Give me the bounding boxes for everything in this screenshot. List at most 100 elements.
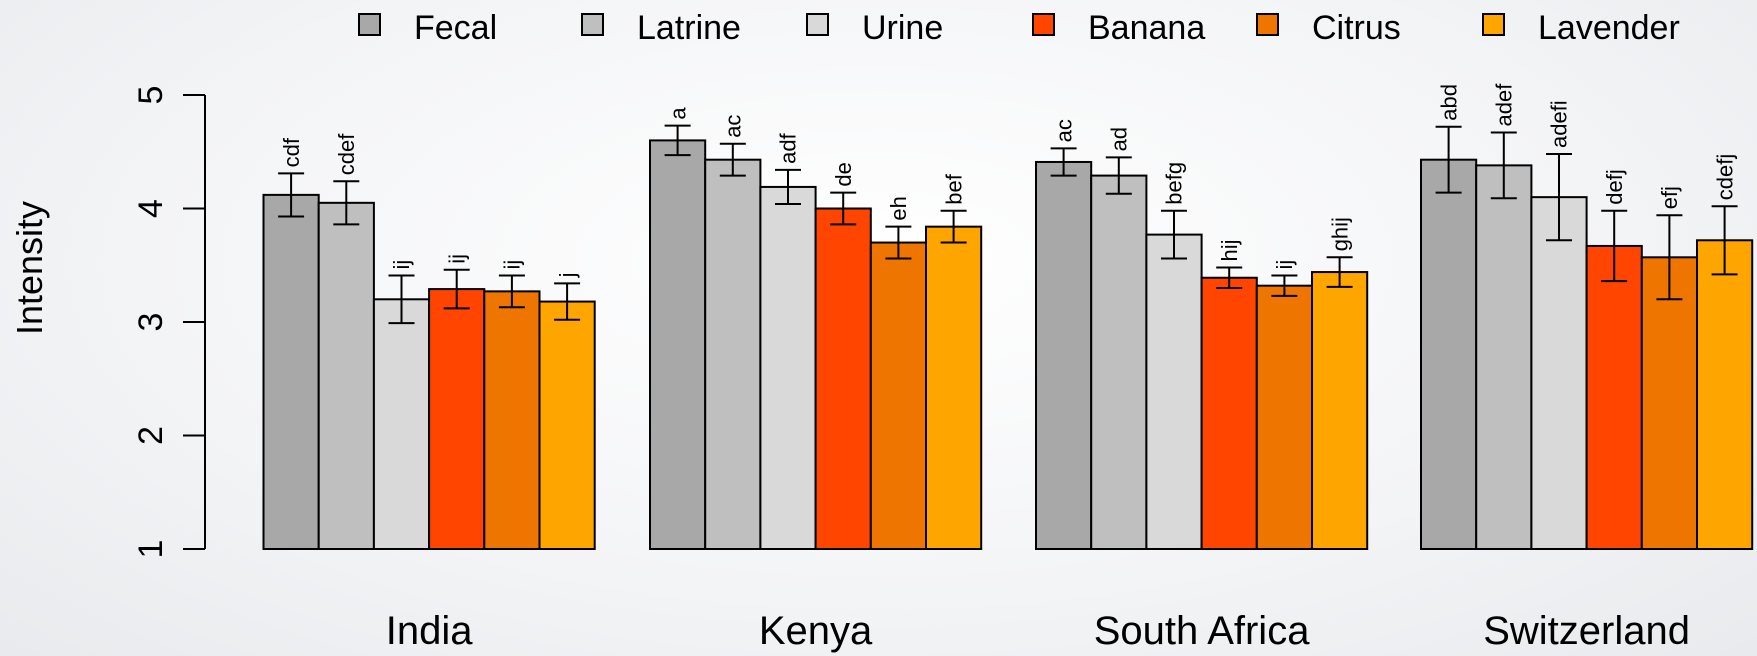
error-bars <box>278 124 1738 325</box>
sig-label-kenya-latrine: ac <box>721 115 746 138</box>
sig-label-india-latrine: cdef <box>334 133 359 175</box>
legend-label-lavender: Lavender <box>1538 9 1680 47</box>
error-bar-india-lavender <box>554 282 581 321</box>
sig-label-switzerland-urine: adefi <box>1547 100 1572 148</box>
bar-india-banana <box>428 288 486 550</box>
error-bar-india-fecal <box>278 172 305 218</box>
error-bar-switzerland-citrus <box>1656 214 1683 301</box>
significance-labels: cdf cdef ij ij ij j a ac adf de eh bef ac ad befg hij ij… <box>279 83 1737 279</box>
bar-south-africa-citrus <box>1255 284 1314 550</box>
bar-india-latrine <box>317 201 375 550</box>
legend-label-banana: Banana <box>1088 9 1205 47</box>
error-bar-south-africa-lavender <box>1326 256 1353 288</box>
error-bar-south-africa-latrine <box>1105 156 1132 195</box>
legend-label-latrine: Latrine <box>637 9 741 47</box>
bar-india-citrus <box>483 290 541 550</box>
y-tick-label-5: 5 <box>132 86 170 105</box>
sig-label-kenya-urine: adf <box>776 132 801 163</box>
sig-label-switzerland-lavender: cdefj <box>1712 154 1737 200</box>
legend-item-citrus: Citrus <box>1256 9 1401 47</box>
sig-label-switzerland-fecal: abd <box>1436 84 1461 121</box>
legend-label-fecal: Fecal <box>414 9 497 47</box>
legend-swatch-fecal <box>358 13 381 36</box>
sig-label-india-lavender: j <box>555 273 580 279</box>
error-bar-kenya-fecal <box>664 124 691 157</box>
bars <box>262 139 1754 551</box>
error-bar-kenya-urine <box>775 168 801 205</box>
sig-label-india-banana: ij <box>444 254 469 264</box>
bar-south-africa-banana <box>1200 276 1258 550</box>
y-tick-label-3: 3 <box>132 313 170 332</box>
error-bar-kenya-banana <box>830 191 857 226</box>
error-bar-south-africa-urine <box>1161 209 1187 260</box>
error-bar-india-latrine <box>333 180 360 226</box>
bar-switzerland-lavender <box>1696 239 1754 550</box>
error-bar-kenya-citrus <box>885 225 912 260</box>
sig-label-south-africa-lavender: ghij <box>1327 217 1352 251</box>
error-bar-india-urine <box>388 274 415 325</box>
y-tick-label-2: 2 <box>132 426 170 445</box>
group-label-switzerland: Switzerland <box>1483 609 1690 653</box>
legend-item-latrine: Latrine <box>581 9 741 47</box>
sig-label-switzerland-banana: defj <box>1602 169 1627 204</box>
error-bar-india-banana <box>443 268 470 310</box>
y-tick-label-1: 1 <box>132 540 170 559</box>
group-label-india: India <box>386 609 473 653</box>
error-bar-switzerland-banana <box>1601 209 1628 283</box>
y-tick-label-4: 4 <box>132 199 170 218</box>
error-bar-south-africa-citrus <box>1271 274 1298 297</box>
bar-south-africa-lavender <box>1311 271 1369 550</box>
sig-label-switzerland-citrus: efj <box>1657 186 1682 209</box>
bar-switzerland-latrine <box>1475 164 1533 550</box>
bar-switzerland-urine <box>1530 196 1588 550</box>
bar-india-fecal <box>262 193 320 550</box>
error-bar-switzerland-urine <box>1546 153 1572 242</box>
bar-south-africa-latrine <box>1090 174 1148 551</box>
error-bar-switzerland-lavender <box>1711 205 1738 276</box>
bar-kenya-lavender <box>925 225 983 550</box>
error-bar-switzerland-fecal <box>1435 125 1462 194</box>
legend-swatch-lavender <box>1482 13 1505 36</box>
group-label-south-africa: South Africa <box>1094 609 1310 653</box>
y-axis: 1 2 3 4 5 <box>132 86 206 559</box>
sig-label-south-africa-citrus: ij <box>1272 260 1297 270</box>
bar-india-urine <box>372 298 431 550</box>
group-labels: India Kenya South Africa Switzerland <box>386 609 1690 653</box>
bar-switzerland-banana <box>1585 244 1643 551</box>
error-bar-india-citrus <box>498 274 525 309</box>
legend-item-fecal: Fecal <box>358 9 497 47</box>
error-bar-switzerland-latrine <box>1490 131 1517 200</box>
legend-swatch-urine <box>806 13 829 36</box>
sig-label-india-urine: ij <box>389 260 414 270</box>
y-axis-title: Intensity <box>9 201 50 335</box>
legend-item-banana: Banana <box>1032 9 1205 47</box>
sig-label-south-africa-banana: hij <box>1217 240 1242 262</box>
legend-swatch-citrus <box>1256 13 1279 36</box>
error-bar-south-africa-fecal <box>1050 147 1077 177</box>
sig-label-kenya-fecal: a <box>665 107 690 120</box>
bar-kenya-citrus <box>869 241 927 551</box>
bar-south-africa-fecal <box>1035 160 1093 550</box>
sig-label-kenya-citrus: eh <box>886 196 911 220</box>
legend-item-lavender: Lavender <box>1482 9 1680 47</box>
sig-label-south-africa-latrine: ad <box>1107 127 1132 151</box>
bar-switzerland-citrus <box>1640 256 1699 550</box>
bar-kenya-latrine <box>704 158 762 550</box>
sig-label-india-fecal: cdf <box>279 137 304 167</box>
bar-south-africa-urine <box>1145 233 1203 550</box>
legend-swatch-latrine <box>581 13 604 36</box>
bar-kenya-fecal <box>649 139 707 550</box>
error-bar-kenya-latrine <box>719 142 746 177</box>
sig-label-india-citrus: ij <box>500 260 525 270</box>
legend-label-citrus: Citrus <box>1312 9 1401 47</box>
legend: Fecal Latrine Urine Banana Citrus Lavender <box>358 9 1680 47</box>
bar-kenya-urine <box>759 185 817 550</box>
legend-item-urine: Urine <box>806 9 943 47</box>
sig-label-south-africa-fecal: ac <box>1051 119 1076 142</box>
group-label-kenya: Kenya <box>759 609 873 653</box>
legend-swatch-banana <box>1032 13 1055 36</box>
sig-label-kenya-lavender: bef <box>941 173 966 204</box>
sig-label-south-africa-urine: befg <box>1162 162 1187 205</box>
bar-kenya-banana <box>814 207 872 550</box>
